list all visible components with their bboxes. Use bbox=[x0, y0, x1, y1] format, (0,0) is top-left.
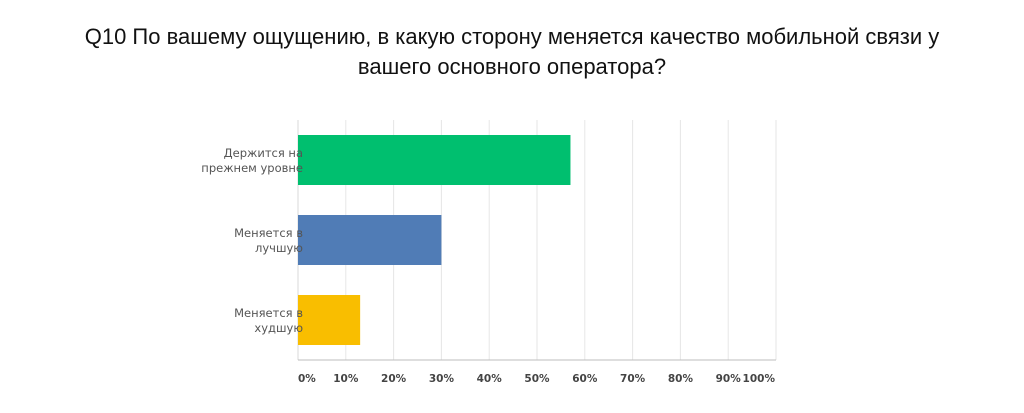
category-label-1: Держится на прежнем уровне bbox=[201, 146, 303, 175]
x-tick-label: 100% bbox=[743, 373, 776, 385]
category-label-3: Меняется в худшую bbox=[234, 306, 303, 335]
x-tick-label: 60% bbox=[572, 373, 598, 385]
title-line-2: вашего основного оператора? bbox=[357, 54, 667, 79]
x-tick-label: 0% bbox=[298, 373, 316, 385]
x-tick-label: 90% bbox=[716, 373, 742, 385]
bar-3 bbox=[298, 295, 361, 345]
category-label-line: худшую bbox=[254, 321, 303, 335]
title-line-1: Q10 По вашему ощущению, в какую сторону … bbox=[84, 24, 940, 49]
bar-1 bbox=[298, 135, 571, 185]
category-label-line: Держится на bbox=[224, 146, 303, 160]
category-label-2: Меняется в лучшую bbox=[234, 226, 303, 255]
x-tick-label: 70% bbox=[620, 373, 646, 385]
bar-2 bbox=[298, 215, 442, 265]
x-tick-label: 30% bbox=[429, 373, 455, 385]
x-tick-label: 40% bbox=[477, 373, 503, 385]
x-tick-label: 80% bbox=[668, 373, 694, 385]
category-label-line: лучшую bbox=[255, 241, 303, 255]
x-tick-label: 10% bbox=[333, 373, 359, 385]
category-label-line: Меняется в bbox=[234, 226, 303, 240]
x-tick-label: 20% bbox=[381, 373, 407, 385]
category-label-line: Меняется в bbox=[234, 306, 303, 320]
x-tick-label: 50% bbox=[524, 373, 550, 385]
category-label-line: прежнем уровне bbox=[201, 161, 303, 175]
chart-title: Q10 По вашему ощущению, в какую сторону … bbox=[0, 22, 1024, 82]
